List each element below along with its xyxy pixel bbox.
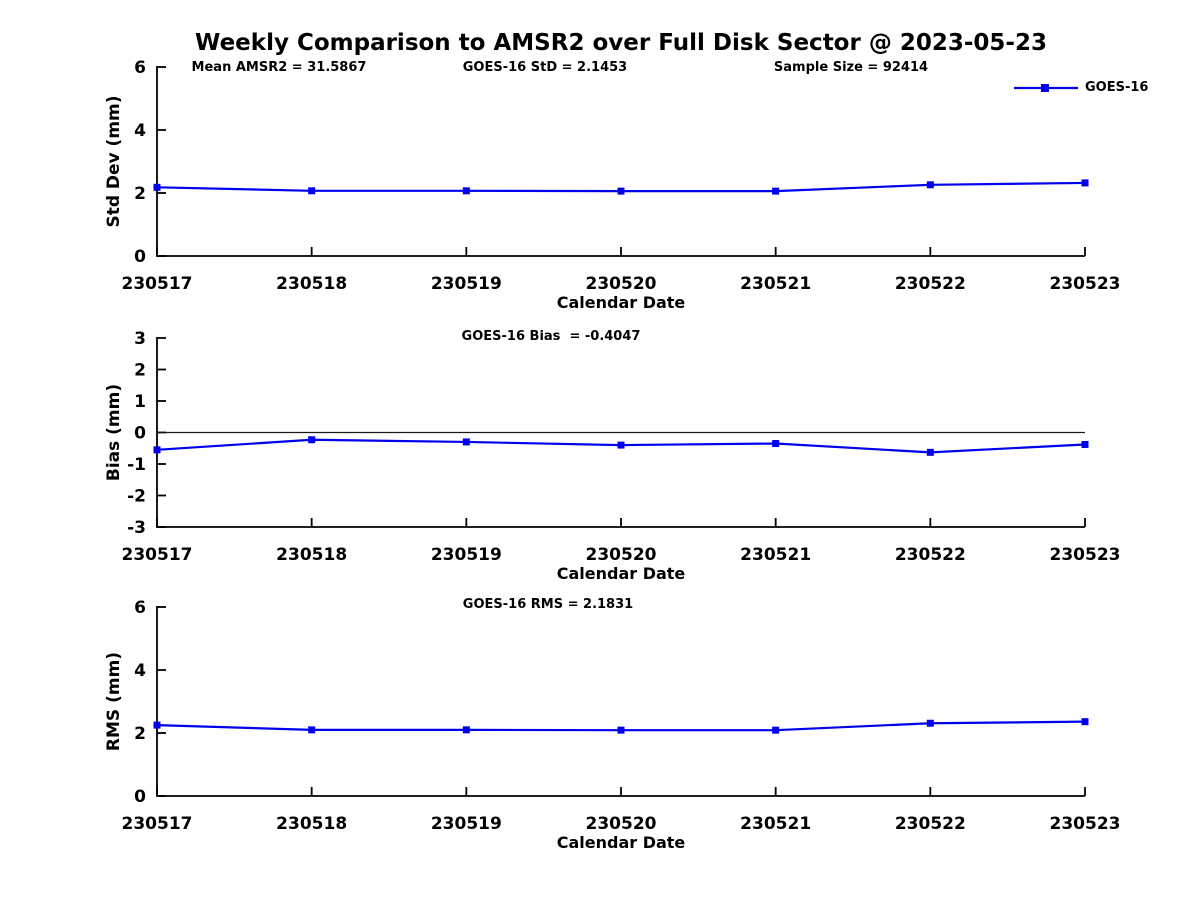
data-point-marker — [153, 446, 161, 454]
x-tick-label: 230522 — [895, 274, 966, 294]
x-tick-label: 230521 — [740, 545, 811, 565]
axis-spines — [156, 66, 1085, 257]
data-point-marker — [1081, 179, 1089, 187]
x-tick-label: 230518 — [276, 814, 347, 834]
legend-label: GOES-16 — [1085, 80, 1149, 95]
data-point-marker — [308, 187, 316, 195]
x-tick-label: 230523 — [1050, 814, 1121, 834]
y-tick-label: 0 — [134, 247, 146, 267]
axis-spines — [156, 606, 1085, 797]
annotation-goes16-rms: GOES-16 RMS = 2.1831 — [462, 597, 634, 612]
x-axis-title: Calendar Date — [557, 833, 686, 852]
data-point-marker — [926, 719, 934, 727]
y-tick-label: -2 — [127, 487, 146, 507]
data-point-marker — [462, 726, 470, 734]
x-tick-label: 230518 — [276, 274, 347, 294]
y-tick-label: 6 — [134, 58, 146, 78]
x-tick-label: 230518 — [276, 545, 347, 565]
annotation-sample-size: Sample Size = 92414 — [773, 60, 929, 75]
data-point-marker — [926, 448, 934, 456]
y-tick-label: 4 — [134, 121, 146, 141]
y-axis-title: Bias (mm) — [104, 384, 124, 481]
y-axis-title: Std Dev (mm) — [104, 95, 124, 227]
data-point-marker — [617, 726, 625, 734]
x-tick-label: 230520 — [586, 274, 657, 294]
y-tick-label: 2 — [134, 724, 146, 744]
y-tick-label: 0 — [134, 787, 146, 807]
plot-rms: 0 2 4 6 230517 230518 230519 230520 230521 230522… — [104, 598, 1120, 852]
data-point-marker — [617, 187, 625, 195]
x-tick-label: 230519 — [431, 274, 502, 294]
annotation-goes16-std: GOES-16 StD = 2.1453 — [462, 60, 628, 75]
y-tick-label: 6 — [134, 598, 146, 618]
data-point-marker — [772, 187, 780, 195]
x-tick-label: 230522 — [895, 814, 966, 834]
y-tick-label: 0 — [134, 424, 146, 444]
annotation-mean-amsr2: Mean AMSR2 = 31.5867 — [191, 60, 367, 75]
data-point-marker — [617, 441, 625, 449]
data-point-marker — [462, 187, 470, 195]
y-axis-title: RMS (mm) — [104, 652, 124, 751]
data-point-marker — [308, 726, 316, 734]
x-tick-label: 230517 — [122, 545, 193, 565]
data-point-marker — [153, 721, 161, 729]
annotation-goes16-bias: GOES-16 Bias = -0.4047 — [461, 329, 641, 344]
x-tick-label: 230523 — [1050, 274, 1121, 294]
x-tick-label: 230519 — [431, 545, 502, 565]
y-tick-label: -1 — [127, 455, 146, 475]
data-point-marker — [1081, 718, 1089, 726]
plot-std_dev: 0 2 4 6 230517 230518 230519 230520 230521 230522… — [104, 58, 1120, 312]
figure-title: Weekly Comparison to AMSR2 over Full Dis… — [195, 30, 1047, 56]
data-point-marker — [926, 181, 934, 189]
x-axis-title: Calendar Date — [557, 564, 686, 583]
x-tick-label: 230520 — [586, 814, 657, 834]
data-point-marker — [1081, 440, 1089, 448]
y-tick-label: 1 — [134, 392, 146, 412]
legend-line-marker-icon — [1014, 83, 1078, 92]
data-point-marker — [772, 440, 780, 448]
data-point-marker — [153, 183, 161, 191]
y-tick-label: 2 — [134, 361, 146, 381]
y-tick-label: 3 — [134, 329, 146, 349]
y-tick-label: 4 — [134, 661, 146, 681]
data-point-marker — [308, 436, 316, 444]
data-point-marker — [772, 726, 780, 734]
data-point-marker — [462, 438, 470, 446]
x-tick-label: 230523 — [1050, 545, 1121, 565]
x-tick-label: 230521 — [740, 814, 811, 834]
x-tick-label: 230517 — [122, 814, 193, 834]
x-tick-label: 230522 — [895, 545, 966, 565]
legend: GOES-16 — [1014, 80, 1148, 95]
x-tick-label: 230519 — [431, 814, 502, 834]
plot-bias: -3 -2 -1 0 1 2 3 230517 230518 230519 230520 230521… — [104, 329, 1120, 583]
x-tick-label: 230517 — [122, 274, 193, 294]
x-axis-title: Calendar Date — [557, 293, 686, 312]
y-tick-label: -3 — [127, 518, 146, 538]
y-tick-label: 2 — [134, 184, 146, 204]
x-tick-label: 230521 — [740, 274, 811, 294]
x-tick-label: 230520 — [586, 545, 657, 565]
